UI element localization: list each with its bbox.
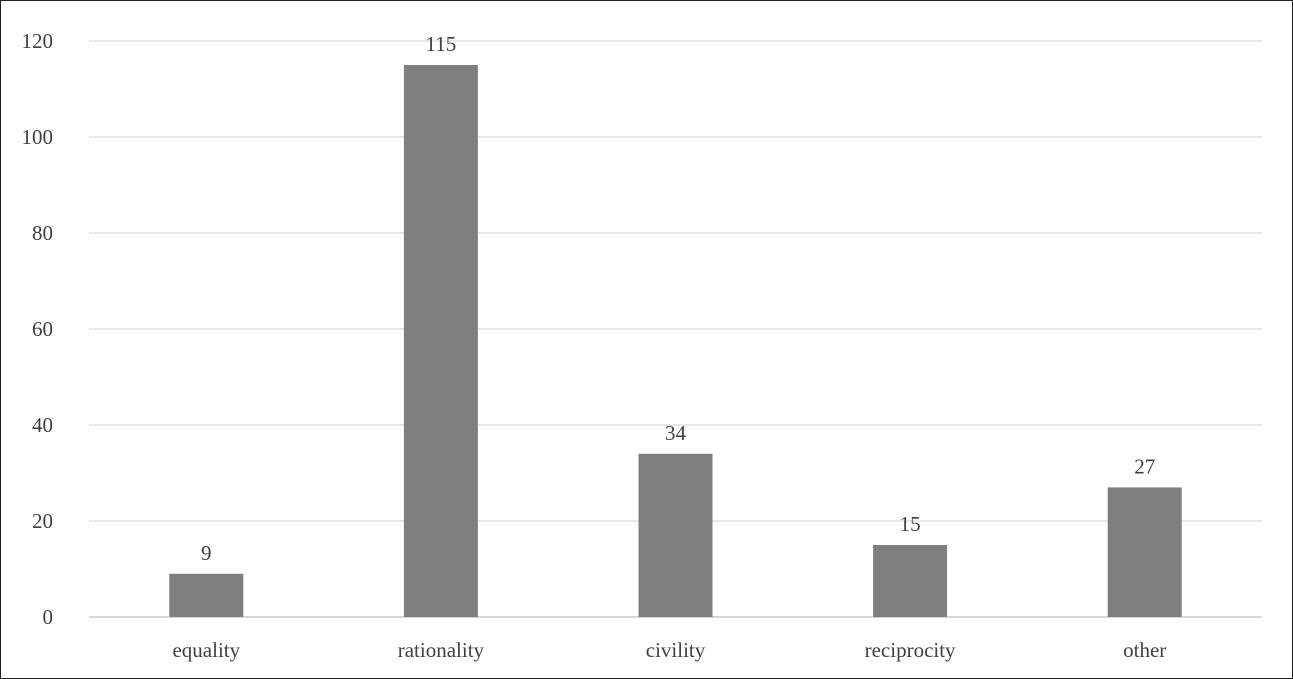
gridlines <box>89 40 1262 618</box>
data-label-rationality: 115 <box>426 32 457 56</box>
y-tick-label: 20 <box>32 509 53 533</box>
data-labels: 9 115 34 15 27 <box>201 32 1155 565</box>
x-tick-label-reciprocity: reciprocity <box>865 638 956 662</box>
data-label-reciprocity: 15 <box>900 512 921 536</box>
y-tick-label: 100 <box>22 125 54 149</box>
x-tick-label-rationality: rationality <box>398 638 485 662</box>
data-label-equality: 9 <box>201 541 212 565</box>
data-label-civility: 34 <box>665 421 687 445</box>
bar-other <box>1107 487 1182 617</box>
bar-rationality <box>403 65 478 617</box>
bar-equality <box>169 573 244 617</box>
x-axis-labels: equality rationality civility reciprocity ot… <box>172 638 1166 662</box>
bar-reciprocity <box>873 545 948 617</box>
y-tick-label: 40 <box>32 413 53 437</box>
y-axis-ticks: 0 20 40 60 80 100 120 <box>22 29 54 629</box>
bar-civility <box>638 453 713 617</box>
y-tick-label: 80 <box>32 221 53 245</box>
y-tick-label: 60 <box>32 317 53 341</box>
x-tick-label-equality: equality <box>172 638 240 662</box>
x-tick-label-civility: civility <box>646 638 706 662</box>
y-tick-label: 0 <box>43 605 54 629</box>
data-label-other: 27 <box>1134 454 1155 478</box>
x-tick-label-other: other <box>1123 638 1166 662</box>
bars <box>169 65 1182 617</box>
y-tick-label: 120 <box>22 29 54 53</box>
